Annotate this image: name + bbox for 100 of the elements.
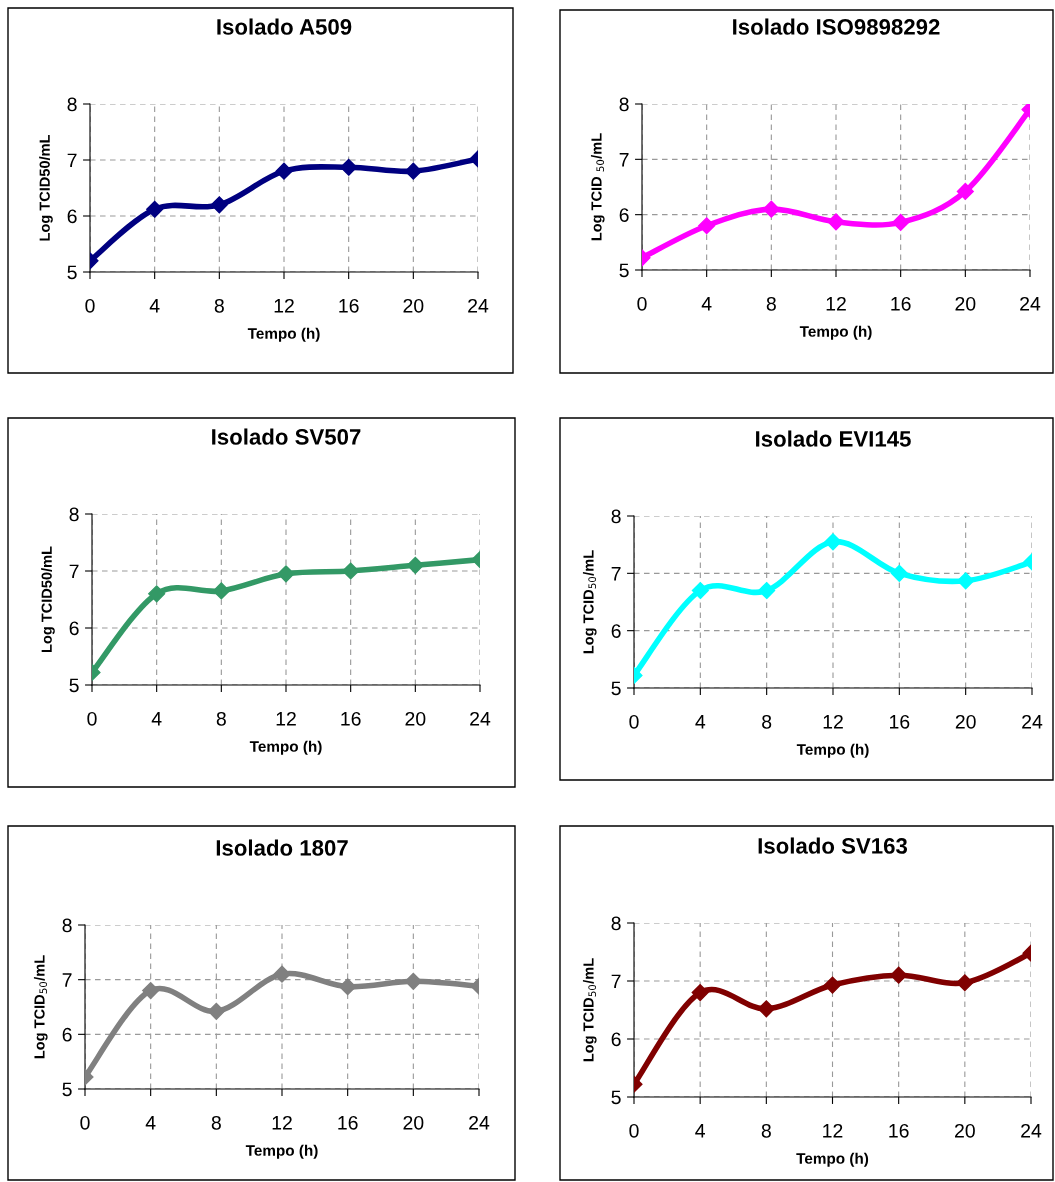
- x-tick-label: 4: [701, 297, 712, 311]
- point: [762, 200, 780, 218]
- point: [142, 982, 160, 1000]
- point: [148, 585, 166, 603]
- x-tick-label: 16: [338, 1115, 358, 1130]
- x-tick-label: 4: [695, 1124, 706, 1138]
- x-tick-label: 24: [1020, 296, 1041, 311]
- x-axis-title: Tempo (h): [247, 327, 320, 342]
- point: [956, 182, 974, 200]
- x-tick-label: 8: [762, 714, 772, 729]
- x-tick-label: 4: [149, 299, 160, 313]
- point: [758, 581, 776, 600]
- y-tick-label: 5: [62, 1082, 72, 1097]
- x-tick-label: 16: [339, 298, 359, 313]
- x-tick-label: 24: [470, 711, 491, 726]
- chart-title: Isolado 1807: [216, 839, 348, 856]
- x-tick-label: 0: [80, 1115, 90, 1130]
- x-tick-label: 20: [403, 298, 424, 313]
- x-tick-label: 24: [1022, 714, 1043, 729]
- x-axis-title: Tempo (h): [245, 1144, 318, 1159]
- y-tick-label: 7: [619, 153, 629, 167]
- y-axis-title: Log TCID$_{50}$/mL: [582, 958, 597, 1062]
- y-axis-title: Log TCID $_{50}$/mL: [590, 133, 605, 241]
- y-tick-label: 5: [611, 681, 621, 696]
- y-tick-label: 7: [611, 567, 621, 581]
- x-tick-label: 16: [341, 711, 361, 726]
- point: [890, 564, 908, 582]
- x-tick-label: 0: [629, 714, 639, 729]
- point: [827, 213, 845, 231]
- x-axis-title: Tempo (h): [249, 740, 322, 755]
- point: [146, 200, 164, 218]
- y-axis-title: Log TCID$_{50}$/mL: [582, 550, 597, 654]
- chart-title: Isolado SV163: [758, 837, 908, 854]
- point: [698, 217, 716, 235]
- y-tick-label: 5: [69, 678, 79, 693]
- y-tick-label: 7: [62, 973, 72, 987]
- y-tick-label: 8: [69, 507, 79, 522]
- x-tick-label: 0: [85, 298, 95, 313]
- x-tick-label: 8: [761, 1123, 771, 1138]
- y-axis-title: Log TCID$_{50}$/mL: [33, 955, 48, 1059]
- y-tick-label: 8: [62, 918, 72, 933]
- x-tick-label: 20: [405, 711, 426, 726]
- point: [207, 1002, 225, 1020]
- x-tick-label: 16: [890, 714, 910, 729]
- y-tick-label: 8: [611, 916, 621, 931]
- x-tick-label: 24: [469, 1115, 490, 1130]
- y-tick-label: 7: [67, 153, 77, 168]
- x-tick-label: 12: [823, 714, 843, 729]
- point: [342, 562, 360, 580]
- x-tick-label: 20: [955, 714, 976, 729]
- x-tick-label: 24: [1021, 1123, 1042, 1138]
- y-tick-label: 6: [611, 624, 621, 638]
- x-tick-label: 8: [211, 1115, 221, 1130]
- y-axis-title: Log TCID50/mL: [39, 134, 53, 241]
- y-tick-label: 6: [619, 208, 629, 222]
- y-tick-label: 7: [69, 564, 79, 579]
- y-tick-label: 8: [619, 97, 629, 112]
- point: [277, 565, 295, 583]
- point: [892, 213, 910, 231]
- x-tick-label: 12: [276, 711, 296, 726]
- x-tick-label: 8: [766, 296, 776, 311]
- y-tick-label: 6: [69, 621, 79, 636]
- x-tick-label: 24: [468, 298, 489, 313]
- point: [212, 582, 230, 600]
- x-tick-label: 4: [151, 712, 162, 726]
- y-tick-label: 6: [611, 1032, 621, 1047]
- x-tick-label: 20: [955, 296, 976, 311]
- chart-title: Isolado SV507: [212, 428, 361, 445]
- x-tick-label: 12: [823, 1123, 843, 1138]
- y-tick-label: 5: [619, 263, 629, 278]
- x-tick-label: 12: [274, 298, 294, 313]
- y-axis-title: Log TCID50/mL: [41, 546, 55, 652]
- y-tick-label: 8: [611, 509, 621, 524]
- point: [273, 965, 291, 983]
- x-tick-label: 4: [695, 715, 706, 729]
- y-tick-label: 7: [611, 974, 621, 989]
- x-tick-label: 0: [87, 711, 97, 726]
- chart-title: Isolado ISO9898292: [733, 18, 940, 35]
- x-axis-title: Tempo (h): [796, 743, 869, 758]
- x-tick-label: 12: [272, 1115, 292, 1130]
- x-tick-label: 16: [891, 296, 911, 311]
- point: [275, 162, 293, 180]
- x-axis-title: Tempo (h): [796, 1152, 869, 1167]
- x-tick-label: 20: [403, 1115, 424, 1130]
- x-tick-label: 16: [889, 1123, 909, 1138]
- point: [757, 1000, 775, 1018]
- x-tick-label: 12: [826, 296, 846, 311]
- y-tick-label: 8: [67, 97, 77, 112]
- x-tick-label: 0: [629, 1123, 639, 1138]
- point: [890, 966, 908, 984]
- chart-title: Isolado A509: [217, 18, 352, 35]
- x-tick-label: 4: [145, 1116, 156, 1130]
- x-axis-title: Tempo (h): [799, 325, 872, 340]
- y-tick-label: 5: [611, 1090, 621, 1105]
- y-tick-label: 5: [67, 265, 77, 280]
- x-tick-label: 8: [216, 711, 226, 726]
- chart-title: Isolado EVI145: [756, 430, 911, 447]
- x-tick-label: 20: [955, 1123, 975, 1138]
- y-tick-label: 6: [67, 209, 77, 224]
- x-tick-label: 0: [637, 296, 647, 311]
